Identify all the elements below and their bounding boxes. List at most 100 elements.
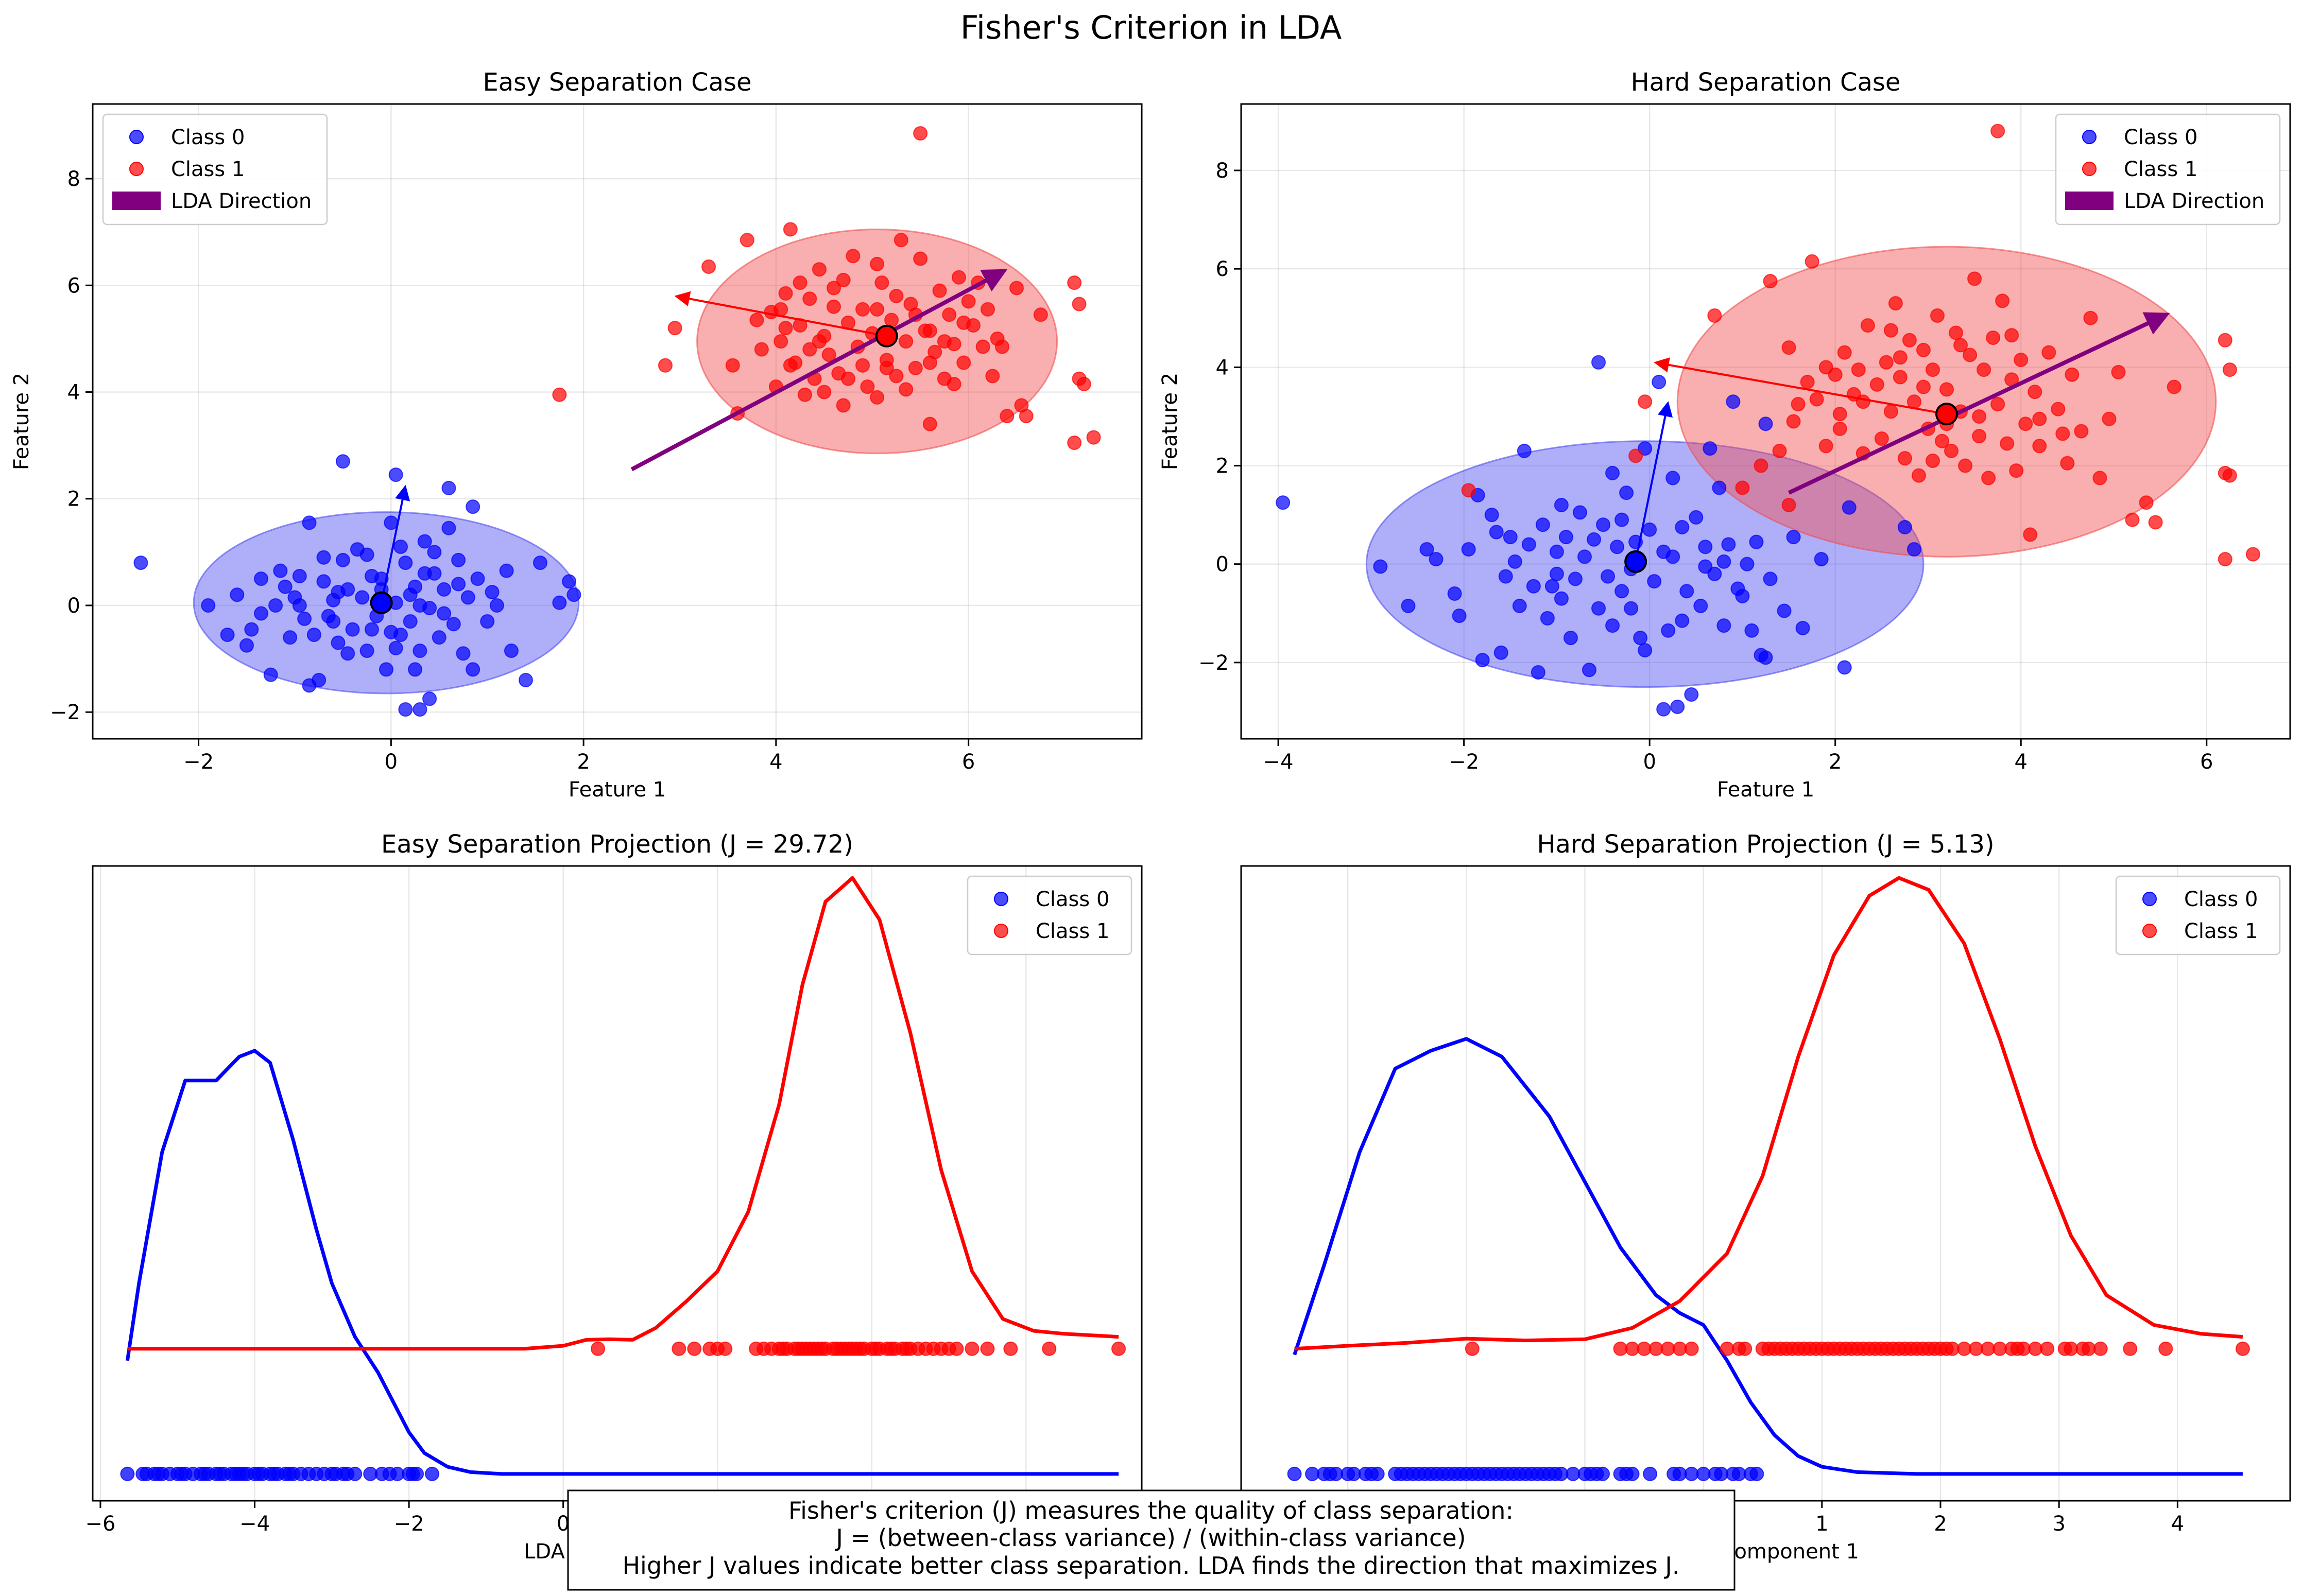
data-point-class-1 bbox=[956, 355, 971, 370]
data-point-class-1 bbox=[1818, 439, 1833, 454]
data-point-class-1 bbox=[1893, 370, 1908, 385]
projected-point-class-1 bbox=[2235, 1341, 2250, 1356]
data-point-class-0 bbox=[345, 622, 360, 637]
y-axis-label: Feature 2 bbox=[10, 373, 33, 470]
x-axis-label: Feature 1 bbox=[1717, 778, 1814, 802]
x-tick-label: 0 bbox=[1643, 750, 1656, 774]
class-arrow-1-shaft bbox=[1668, 363, 1947, 415]
x-tick-label: −4 bbox=[239, 1512, 270, 1536]
data-point-class-0 bbox=[384, 515, 399, 530]
data-point-class-1 bbox=[1944, 443, 1959, 458]
data-point-class-0 bbox=[1735, 588, 1750, 603]
projected-point-class-0 bbox=[409, 1466, 424, 1481]
data-point-class-1 bbox=[749, 313, 764, 327]
data-point-class-0 bbox=[1633, 631, 1648, 646]
class-arrow-0-shaft bbox=[380, 499, 404, 603]
data-point-class-1 bbox=[1067, 435, 1082, 450]
data-point-class-1 bbox=[1735, 480, 1750, 495]
lda-direction-arrow-head bbox=[2142, 312, 2170, 335]
data-point-class-0 bbox=[379, 662, 393, 677]
legend-frame bbox=[967, 875, 1132, 956]
x-tick-label: −2 bbox=[1449, 750, 1479, 774]
data-point-class-1 bbox=[1990, 397, 2005, 412]
data-point-class-0 bbox=[306, 627, 321, 642]
data-point-class-0 bbox=[1549, 566, 1564, 581]
data-point-class-0 bbox=[566, 587, 581, 602]
series-class-0 bbox=[133, 454, 581, 717]
data-point-class-1 bbox=[922, 355, 937, 370]
projected-point-class-0 bbox=[1370, 1466, 1385, 1481]
projected-points-class-1 bbox=[1465, 1341, 2250, 1356]
data-point-class-1 bbox=[1967, 271, 1982, 286]
y-tick-label: 8 bbox=[67, 167, 80, 191]
data-point-class-0 bbox=[1642, 522, 1657, 537]
data-point-class-0 bbox=[504, 644, 519, 658]
data-point-class-0 bbox=[1276, 495, 1291, 510]
data-point-class-1 bbox=[2245, 547, 2260, 562]
data-point-class-0 bbox=[398, 556, 413, 570]
data-point-class-1 bbox=[995, 339, 1010, 354]
data-point-class-0 bbox=[403, 614, 418, 629]
data-point-class-1 bbox=[2222, 362, 2237, 377]
data-point-class-1 bbox=[1977, 362, 1991, 377]
data-point-class-1 bbox=[2014, 353, 2029, 368]
data-point-class-0 bbox=[552, 595, 567, 610]
data-point-class-1 bbox=[2065, 367, 2080, 382]
data-point-class-1 bbox=[1828, 367, 1843, 382]
data-point-class-1 bbox=[1963, 348, 1978, 362]
y-tick-label: 4 bbox=[67, 381, 80, 405]
series-class-0 bbox=[1276, 355, 1921, 717]
projected-point-class-1 bbox=[965, 1341, 980, 1356]
data-point-class-0 bbox=[1544, 579, 1559, 594]
data-point-class-0 bbox=[1837, 660, 1852, 675]
projected-point-class-1 bbox=[672, 1341, 686, 1356]
projected-point-class-0 bbox=[120, 1466, 135, 1481]
data-point-class-1 bbox=[2222, 468, 2237, 483]
data-point-class-1 bbox=[846, 249, 861, 264]
data-point-class-0 bbox=[1670, 699, 1685, 714]
data-point-class-0 bbox=[292, 568, 307, 583]
grid bbox=[99, 866, 1027, 1501]
data-point-class-1 bbox=[658, 358, 673, 373]
data-point-class-1 bbox=[817, 385, 832, 400]
data-point-class-1 bbox=[1086, 430, 1101, 445]
data-point-class-1 bbox=[1851, 362, 1866, 377]
data-point-class-0 bbox=[1842, 500, 1857, 515]
data-point-class-0 bbox=[413, 598, 427, 613]
data-point-class-1 bbox=[836, 398, 851, 413]
data-point-class-1 bbox=[937, 334, 952, 349]
data-point-class-0 bbox=[417, 534, 432, 549]
data-point-class-0 bbox=[1507, 554, 1522, 569]
data-point-class-1 bbox=[889, 369, 904, 384]
data-point-class-1 bbox=[2051, 402, 2066, 417]
legend-marker-class-1 bbox=[2082, 162, 2097, 176]
data-point-class-0 bbox=[1540, 611, 1555, 626]
data-point-class-1 bbox=[908, 360, 923, 375]
data-point-class-0 bbox=[1601, 569, 1616, 584]
x-tick-label: 4 bbox=[769, 750, 782, 774]
legend: Class 0 Class 1 bbox=[967, 875, 1132, 956]
data-point-class-0 bbox=[1447, 586, 1462, 601]
data-point-class-0 bbox=[427, 545, 442, 560]
data-point-class-1 bbox=[1076, 376, 1091, 391]
data-point-class-0 bbox=[1572, 505, 1587, 520]
data-point-class-1 bbox=[1883, 404, 1898, 419]
data-point-class-1 bbox=[783, 222, 798, 237]
data-point-class-0 bbox=[1665, 471, 1680, 485]
data-point-class-1 bbox=[889, 289, 904, 304]
lda-direction-arrow-head bbox=[980, 269, 1008, 292]
data-point-class-0 bbox=[518, 673, 533, 688]
data-point-class-0 bbox=[1577, 549, 1592, 564]
data-point-class-1 bbox=[922, 323, 937, 338]
data-point-class-0 bbox=[316, 574, 331, 589]
x-tick-label: 6 bbox=[2200, 750, 2213, 774]
data-point-class-1 bbox=[667, 321, 682, 336]
data-point-class-0 bbox=[302, 515, 317, 530]
data-point-class-0 bbox=[335, 454, 350, 469]
data-point-class-0 bbox=[1610, 540, 1625, 554]
data-point-class-1 bbox=[1958, 458, 1973, 473]
data-point-class-0 bbox=[1535, 517, 1550, 532]
data-point-class-0 bbox=[1777, 603, 1792, 618]
criterion-note-line-1: Fisher's criterion (J) measures the qual… bbox=[788, 1497, 1514, 1524]
data-point-class-0 bbox=[268, 598, 283, 613]
